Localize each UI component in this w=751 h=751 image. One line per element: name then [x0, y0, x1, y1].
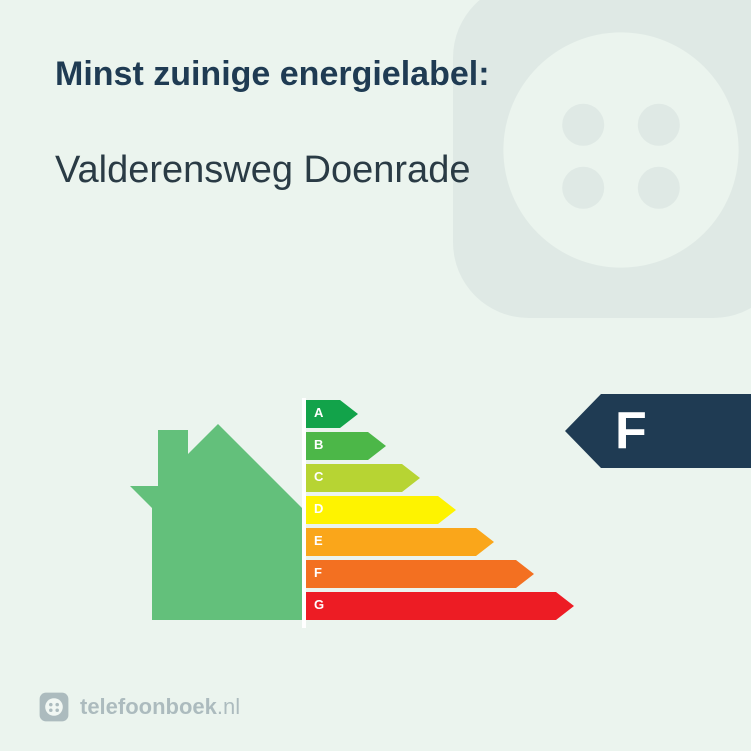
result-label-arrow — [565, 394, 601, 468]
energy-bar-body — [306, 528, 476, 556]
energy-bar-arrow — [340, 400, 358, 428]
energy-bar-body — [306, 592, 556, 620]
footer: telefoonboek.nl — [38, 691, 240, 723]
house-icon — [130, 390, 306, 620]
energy-bar-label: E — [314, 533, 323, 548]
energy-bar-arrow — [516, 560, 534, 588]
energy-bar-arrow — [402, 464, 420, 492]
energy-bar-arrow — [556, 592, 574, 620]
energy-bar-body — [306, 496, 438, 524]
result-label: F — [565, 394, 751, 468]
footer-logo-icon — [38, 691, 70, 723]
energy-bar-body — [306, 560, 516, 588]
energy-bar-arrow — [476, 528, 494, 556]
page-title: Minst zuinige energielabel: — [55, 55, 696, 94]
footer-brand: telefoonboek.nl — [80, 694, 240, 720]
footer-brand-bold: telefoonboek — [80, 694, 217, 719]
energy-label-chart: A B C D E F G F — [0, 380, 751, 640]
energy-bar-arrow — [368, 432, 386, 460]
location-name: Valderensweg Doenrade — [55, 149, 696, 192]
energy-bar-label: G — [314, 597, 324, 612]
result-label-text: F — [601, 394, 751, 468]
energy-bar-label: C — [314, 469, 323, 484]
energy-bar-label: F — [314, 565, 322, 580]
energy-bar-label: D — [314, 501, 323, 516]
energy-bar-label: B — [314, 437, 323, 452]
energy-bar-arrow — [438, 496, 456, 524]
footer-brand-thin: .nl — [217, 694, 240, 719]
energy-bar-label: A — [314, 405, 323, 420]
